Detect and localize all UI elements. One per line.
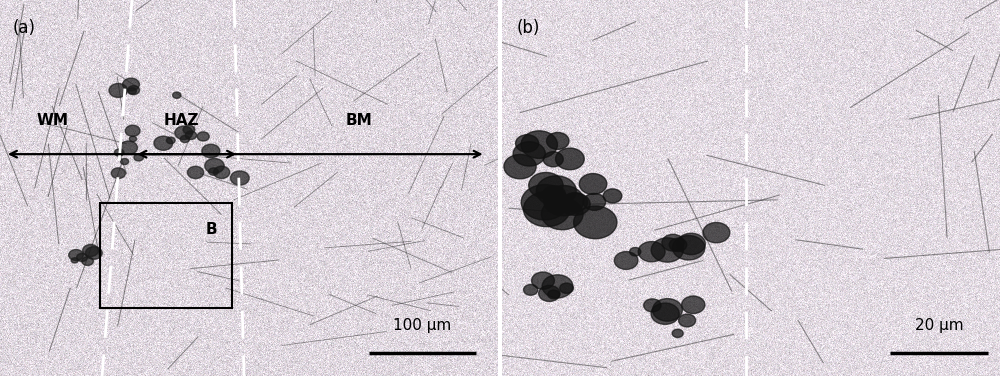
Circle shape bbox=[543, 186, 566, 203]
Circle shape bbox=[532, 272, 554, 289]
Circle shape bbox=[109, 83, 128, 97]
Circle shape bbox=[672, 235, 705, 260]
Circle shape bbox=[197, 132, 209, 141]
Circle shape bbox=[82, 257, 93, 265]
Circle shape bbox=[121, 159, 129, 165]
Circle shape bbox=[630, 247, 641, 256]
Circle shape bbox=[638, 241, 665, 262]
Circle shape bbox=[123, 78, 139, 91]
Circle shape bbox=[187, 166, 204, 179]
Circle shape bbox=[603, 189, 622, 203]
Text: B: B bbox=[206, 222, 217, 237]
Circle shape bbox=[205, 159, 224, 173]
Text: 100 μm: 100 μm bbox=[393, 318, 451, 333]
Circle shape bbox=[544, 185, 584, 216]
Circle shape bbox=[86, 247, 102, 259]
Circle shape bbox=[536, 176, 576, 206]
Circle shape bbox=[523, 192, 570, 227]
Circle shape bbox=[662, 234, 684, 251]
Circle shape bbox=[183, 125, 195, 134]
Circle shape bbox=[529, 173, 563, 199]
Circle shape bbox=[521, 185, 568, 220]
Circle shape bbox=[128, 88, 136, 94]
Circle shape bbox=[185, 131, 197, 139]
Text: HAZ: HAZ bbox=[164, 113, 200, 128]
Text: (a): (a) bbox=[12, 19, 35, 37]
Circle shape bbox=[548, 290, 560, 299]
Circle shape bbox=[180, 135, 190, 143]
Circle shape bbox=[682, 296, 705, 314]
Circle shape bbox=[579, 174, 607, 194]
Circle shape bbox=[120, 141, 137, 155]
Text: 20 μm: 20 μm bbox=[915, 318, 963, 333]
Circle shape bbox=[542, 275, 573, 298]
Circle shape bbox=[521, 131, 557, 158]
Circle shape bbox=[651, 238, 683, 262]
Circle shape bbox=[516, 135, 539, 152]
Circle shape bbox=[562, 193, 587, 212]
Circle shape bbox=[230, 171, 249, 185]
Circle shape bbox=[513, 142, 545, 166]
Circle shape bbox=[560, 283, 573, 293]
Circle shape bbox=[173, 92, 181, 99]
Circle shape bbox=[129, 136, 137, 142]
Circle shape bbox=[669, 238, 687, 252]
Circle shape bbox=[703, 223, 730, 243]
Circle shape bbox=[556, 148, 584, 170]
Circle shape bbox=[583, 193, 606, 211]
Circle shape bbox=[541, 198, 583, 230]
Circle shape bbox=[77, 253, 87, 261]
Circle shape bbox=[539, 285, 560, 302]
Circle shape bbox=[166, 137, 175, 144]
Circle shape bbox=[111, 168, 125, 179]
Circle shape bbox=[69, 250, 83, 261]
Circle shape bbox=[679, 314, 696, 327]
Circle shape bbox=[677, 233, 705, 255]
Circle shape bbox=[214, 166, 230, 179]
Circle shape bbox=[128, 86, 140, 95]
Circle shape bbox=[652, 299, 682, 321]
Circle shape bbox=[504, 155, 536, 179]
Circle shape bbox=[134, 154, 143, 161]
Circle shape bbox=[561, 193, 590, 215]
Circle shape bbox=[574, 206, 617, 239]
Circle shape bbox=[71, 258, 78, 263]
Circle shape bbox=[547, 132, 569, 149]
Circle shape bbox=[651, 303, 679, 324]
Circle shape bbox=[83, 244, 99, 256]
Circle shape bbox=[644, 299, 661, 312]
Circle shape bbox=[672, 329, 683, 338]
Bar bbox=[100, 203, 232, 308]
Circle shape bbox=[209, 168, 218, 175]
Circle shape bbox=[175, 126, 193, 139]
Text: WM: WM bbox=[36, 113, 68, 128]
Circle shape bbox=[543, 152, 563, 167]
Text: (b): (b) bbox=[517, 19, 540, 37]
Circle shape bbox=[114, 149, 124, 156]
Circle shape bbox=[524, 285, 538, 295]
Circle shape bbox=[125, 125, 140, 136]
Text: BM: BM bbox=[345, 113, 372, 128]
Circle shape bbox=[614, 252, 638, 270]
Circle shape bbox=[202, 144, 220, 158]
Circle shape bbox=[154, 136, 173, 150]
